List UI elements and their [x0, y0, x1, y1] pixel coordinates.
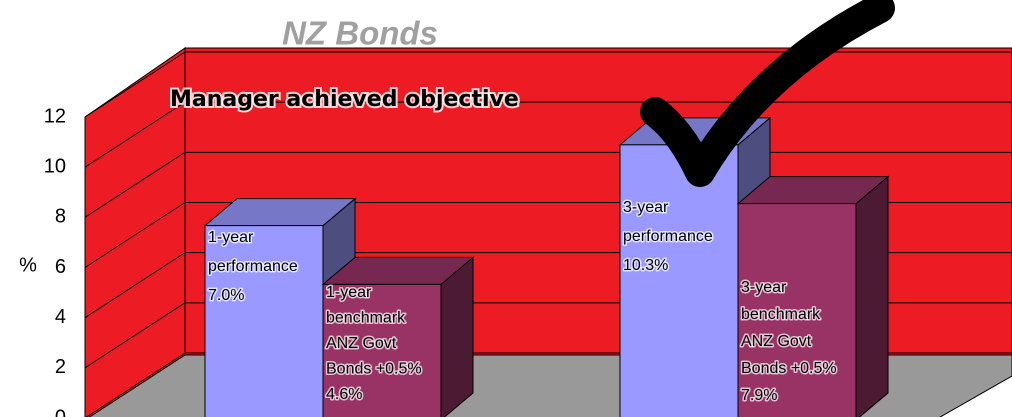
y-tick-label: 10 — [44, 155, 66, 177]
bar-label: performance — [623, 228, 713, 245]
y-tick-label: 6 — [55, 256, 66, 278]
bar — [619, 144, 739, 417]
bar-label: Bonds +0.5% — [741, 360, 837, 377]
y-tick-label: 12 — [44, 105, 66, 127]
grid-line — [84, 252, 186, 319]
checkmark — [640, 0, 895, 187]
y-tick-label: 0 — [55, 406, 66, 417]
bar — [322, 283, 442, 417]
grid-line — [84, 51, 186, 118]
annotation: Manager achieved objective — [170, 87, 519, 112]
grid-line — [84, 151, 186, 218]
bar-label: benchmark — [326, 310, 406, 327]
grid-line — [85, 352, 186, 417]
bar — [204, 225, 324, 417]
y-axis-label: % — [19, 254, 37, 276]
bar-side — [855, 175, 889, 417]
bar-side — [440, 256, 474, 417]
y-tick-label: 8 — [55, 206, 66, 228]
value-label: 10.3% — [623, 257, 668, 274]
grid-line — [84, 302, 186, 369]
bar-label: ANZ Govt — [741, 333, 812, 350]
bar-label: benchmark — [741, 306, 821, 323]
value-label: 7.9% — [741, 387, 777, 404]
bar-label: Bonds +0.5% — [326, 361, 422, 378]
bar-label: 3-year — [623, 199, 669, 216]
bar-label: ANZ Govt — [326, 335, 397, 352]
grid-line — [84, 202, 186, 268]
chart-title: NZ Bonds — [282, 15, 438, 52]
grid-line — [84, 101, 186, 168]
bar-label: 3-year — [741, 279, 787, 296]
y-tick-label: 2 — [55, 356, 66, 378]
bar — [737, 203, 857, 417]
bar-label: 1-year — [208, 229, 254, 246]
value-label: 7.0% — [208, 287, 244, 304]
bar-label: 1-year — [326, 284, 372, 301]
value-label: 4.6% — [326, 386, 362, 403]
y-tick-label: 4 — [55, 306, 66, 328]
bar-label: performance — [208, 258, 298, 275]
